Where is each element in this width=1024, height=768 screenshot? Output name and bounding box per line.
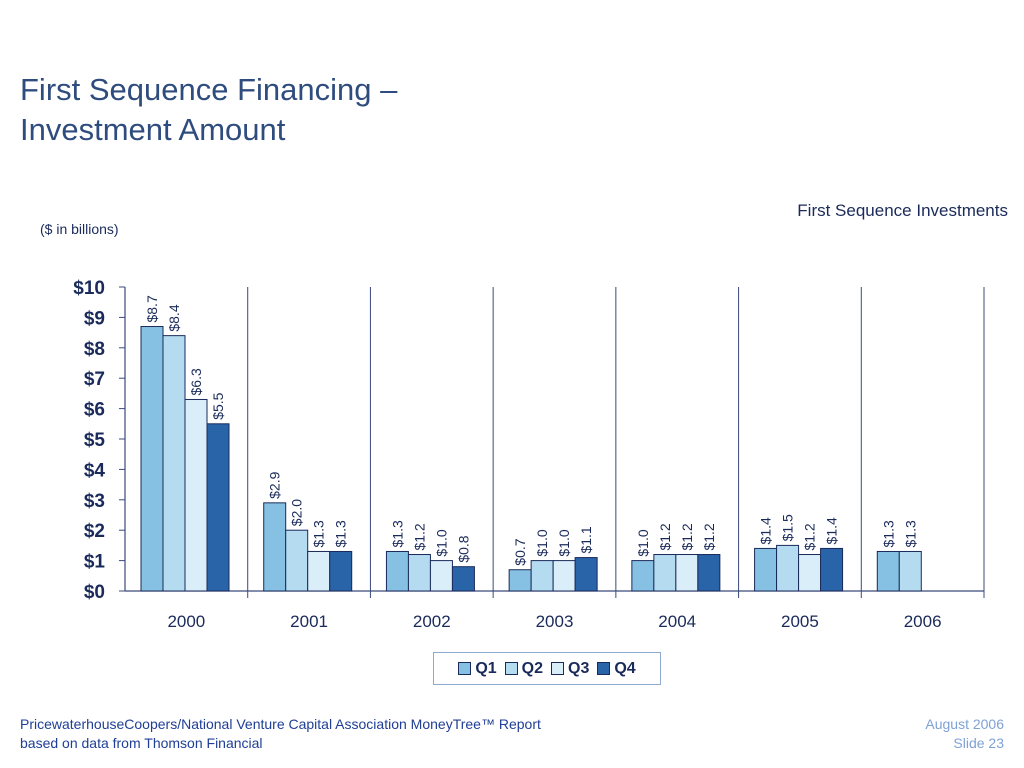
y-tick-label: $3 <box>84 491 105 512</box>
legend-item-q2: Q2 <box>504 659 543 678</box>
footer-source-line1: PricewaterhouseCoopers/National Venture … <box>20 716 541 732</box>
y-tick-label: $0 <box>84 582 105 603</box>
data-label: $1.3 <box>389 520 405 547</box>
data-label: $6.3 <box>188 368 204 395</box>
legend-item-q4: Q4 <box>597 659 636 678</box>
x-tick-label: 2000 <box>167 612 205 631</box>
data-label: $1.2 <box>679 523 695 550</box>
bar-q1 <box>385 550 409 592</box>
bar-q2 <box>162 335 186 592</box>
data-label: $1.0 <box>635 529 651 556</box>
x-tick-label: 2005 <box>781 612 819 631</box>
footer-right: August 2006 Slide 23 <box>925 715 1004 753</box>
bar-q4 <box>329 550 353 592</box>
bar-q4 <box>574 557 598 592</box>
legend-swatch-q4 <box>597 662 611 675</box>
bar-q4 <box>820 547 844 592</box>
footer-source-line2: based on data from Thomson Financial <box>20 735 263 751</box>
y-tick-label: $9 <box>84 308 105 329</box>
x-tick-label: 2006 <box>904 612 942 631</box>
chart-legend: Q1 Q2 Q3 Q4 <box>433 652 661 685</box>
bar-q2 <box>653 554 677 592</box>
y-tick-label: $8 <box>84 339 105 360</box>
slide-title-line2: Investment Amount <box>20 112 286 147</box>
data-label: $1.2 <box>701 523 717 550</box>
y-tick-label: $4 <box>84 460 106 481</box>
data-label: $1.1 <box>578 526 594 553</box>
legend-item-q1: Q1 <box>458 659 497 678</box>
legend-label-q4: Q4 <box>614 659 636 677</box>
x-tick-label: 2004 <box>658 612 696 631</box>
data-label: $0.7 <box>512 538 528 565</box>
bar-q3 <box>552 560 576 592</box>
footer-date: August 2006 <box>925 716 1004 732</box>
legend-swatch-q3 <box>551 662 564 675</box>
bar-q3 <box>798 554 822 592</box>
y-tick-label: $10 <box>73 278 105 299</box>
x-tick-label: 2003 <box>536 612 574 631</box>
bar-q1 <box>876 550 900 592</box>
data-label: $2.9 <box>267 471 283 498</box>
data-label: $1.0 <box>534 529 550 556</box>
bar-q4 <box>206 423 230 592</box>
slide-title-line1: First Sequence Financing – <box>20 72 398 107</box>
y-tick-label: $6 <box>84 400 105 421</box>
data-label: $1.5 <box>780 514 796 541</box>
data-label: $1.3 <box>880 520 896 547</box>
y-tick-label: $1 <box>84 552 106 573</box>
bar-q3 <box>429 560 453 592</box>
y-tick-label: $7 <box>84 369 105 390</box>
data-label: $1.3 <box>311 520 327 547</box>
bar-q2 <box>776 544 800 592</box>
legend-label-q1: Q1 <box>475 659 497 677</box>
data-label: $0.8 <box>455 535 471 562</box>
slide-title: First Sequence Financing – Investment Am… <box>20 70 620 150</box>
x-tick-label: 2002 <box>413 612 451 631</box>
data-label: $1.4 <box>758 517 774 544</box>
legend-swatch-q1 <box>458 662 472 675</box>
y-tick-label: $2 <box>84 521 105 542</box>
bar-q1 <box>140 326 164 592</box>
bar-q1 <box>754 547 778 592</box>
chart-title: First Sequence Investments <box>797 201 1008 220</box>
footer-slide-number: Slide 23 <box>953 735 1004 751</box>
data-label: $8.7 <box>144 295 160 322</box>
data-label: $1.2 <box>802 523 818 550</box>
data-label: $1.2 <box>411 523 427 550</box>
bar-q4 <box>697 554 721 592</box>
bar-q1 <box>631 560 655 592</box>
data-label: $8.4 <box>166 304 182 331</box>
x-tick-label: 2001 <box>290 612 328 631</box>
bar-q4 <box>451 566 475 592</box>
data-label: $1.0 <box>433 529 449 556</box>
data-label: $1.4 <box>824 517 840 544</box>
footer-source: PricewaterhouseCoopers/National Venture … <box>20 715 541 753</box>
bar-q2 <box>898 550 922 592</box>
legend-label-q2: Q2 <box>521 659 543 677</box>
bar-q2 <box>285 529 309 592</box>
bar-q3 <box>184 398 208 592</box>
y-tick-label: $5 <box>84 430 106 451</box>
bar-q1 <box>263 502 287 592</box>
data-label: $1.0 <box>556 529 572 556</box>
bar-q2 <box>407 554 431 592</box>
legend-label-q3: Q3 <box>568 659 590 677</box>
data-label: $2.0 <box>289 499 305 526</box>
bar-q2 <box>530 560 554 592</box>
bar-q1 <box>508 569 532 592</box>
legend-item-q3: Q3 <box>551 660 589 678</box>
data-label: $1.3 <box>333 520 349 547</box>
data-label: $1.2 <box>657 523 673 550</box>
bar-q3 <box>307 550 331 592</box>
bar-q3 <box>675 554 699 592</box>
data-label: $5.5 <box>210 392 226 419</box>
units-note: ($ in billions) <box>40 221 119 237</box>
legend-swatch-q2 <box>504 662 518 675</box>
data-label: $1.3 <box>902 520 918 547</box>
